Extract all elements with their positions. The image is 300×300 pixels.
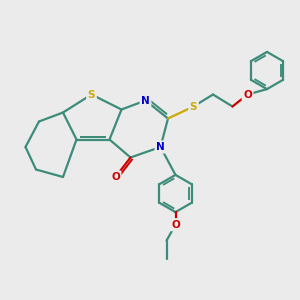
Text: S: S bbox=[190, 101, 197, 112]
Text: O: O bbox=[111, 172, 120, 182]
Text: N: N bbox=[141, 95, 150, 106]
Text: N: N bbox=[156, 142, 165, 152]
Text: O: O bbox=[171, 220, 180, 230]
Text: S: S bbox=[88, 89, 95, 100]
Text: O: O bbox=[243, 89, 252, 100]
